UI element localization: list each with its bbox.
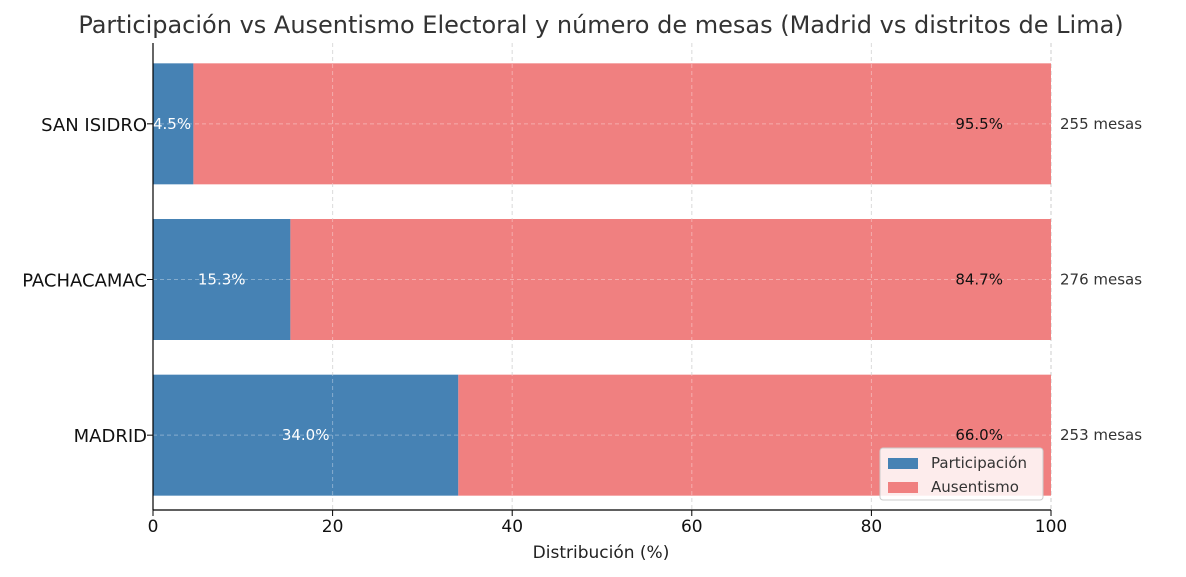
legend-swatch bbox=[888, 458, 918, 469]
mesas-label: 253 mesas bbox=[1060, 426, 1142, 444]
legend-entry: Participación bbox=[931, 454, 1027, 472]
category-label: SAN ISIDRO bbox=[41, 115, 147, 136]
mesas-label: 255 mesas bbox=[1060, 115, 1142, 133]
legend: Participación Ausentismo bbox=[879, 447, 1044, 501]
x-tick-label: 20 bbox=[322, 517, 344, 537]
x-tick-label: 100 bbox=[1035, 517, 1067, 537]
participacion-label: 34.0% bbox=[282, 426, 330, 444]
x-tick-label: 0 bbox=[148, 517, 159, 537]
category-label: PACHACAMAC bbox=[22, 271, 147, 292]
ausentismo-label: 84.7% bbox=[955, 271, 1003, 289]
bar-ausentismo bbox=[290, 219, 1051, 340]
participacion-label: 4.5% bbox=[153, 115, 191, 133]
legend-entry: Ausentismo bbox=[931, 478, 1019, 496]
chart-title: Participación vs Ausentismo Electoral y … bbox=[78, 11, 1123, 39]
x-tick-label: 40 bbox=[501, 517, 523, 537]
bars bbox=[153, 43, 1051, 510]
legend-swatch bbox=[888, 482, 918, 493]
ausentismo-label: 66.0% bbox=[955, 426, 1003, 444]
category-label: MADRID bbox=[74, 426, 147, 447]
ausentismo-label: 95.5% bbox=[955, 115, 1003, 133]
x-tick-label: 60 bbox=[681, 517, 703, 537]
x-axis-label: Distribución (%) bbox=[533, 543, 670, 563]
legend-box bbox=[879, 447, 1044, 501]
bar-participaci-n bbox=[153, 219, 291, 340]
data-labels: 4.5% 95.5% 255 mesas 15.3% 84.7% 276 mesas 34.… bbox=[153, 115, 1142, 444]
axes: 0 20 40 60 80 100 SAN ISIDRO PACHACAMAC MADRID bbox=[22, 43, 1067, 537]
bar-participaci-n bbox=[153, 374, 459, 496]
x-tick-label: 80 bbox=[861, 517, 883, 537]
bar-ausentismo bbox=[193, 63, 1051, 185]
participacion-label: 15.3% bbox=[198, 271, 246, 289]
mesas-label: 276 mesas bbox=[1060, 271, 1142, 289]
bar-participaci-n bbox=[153, 63, 194, 185]
